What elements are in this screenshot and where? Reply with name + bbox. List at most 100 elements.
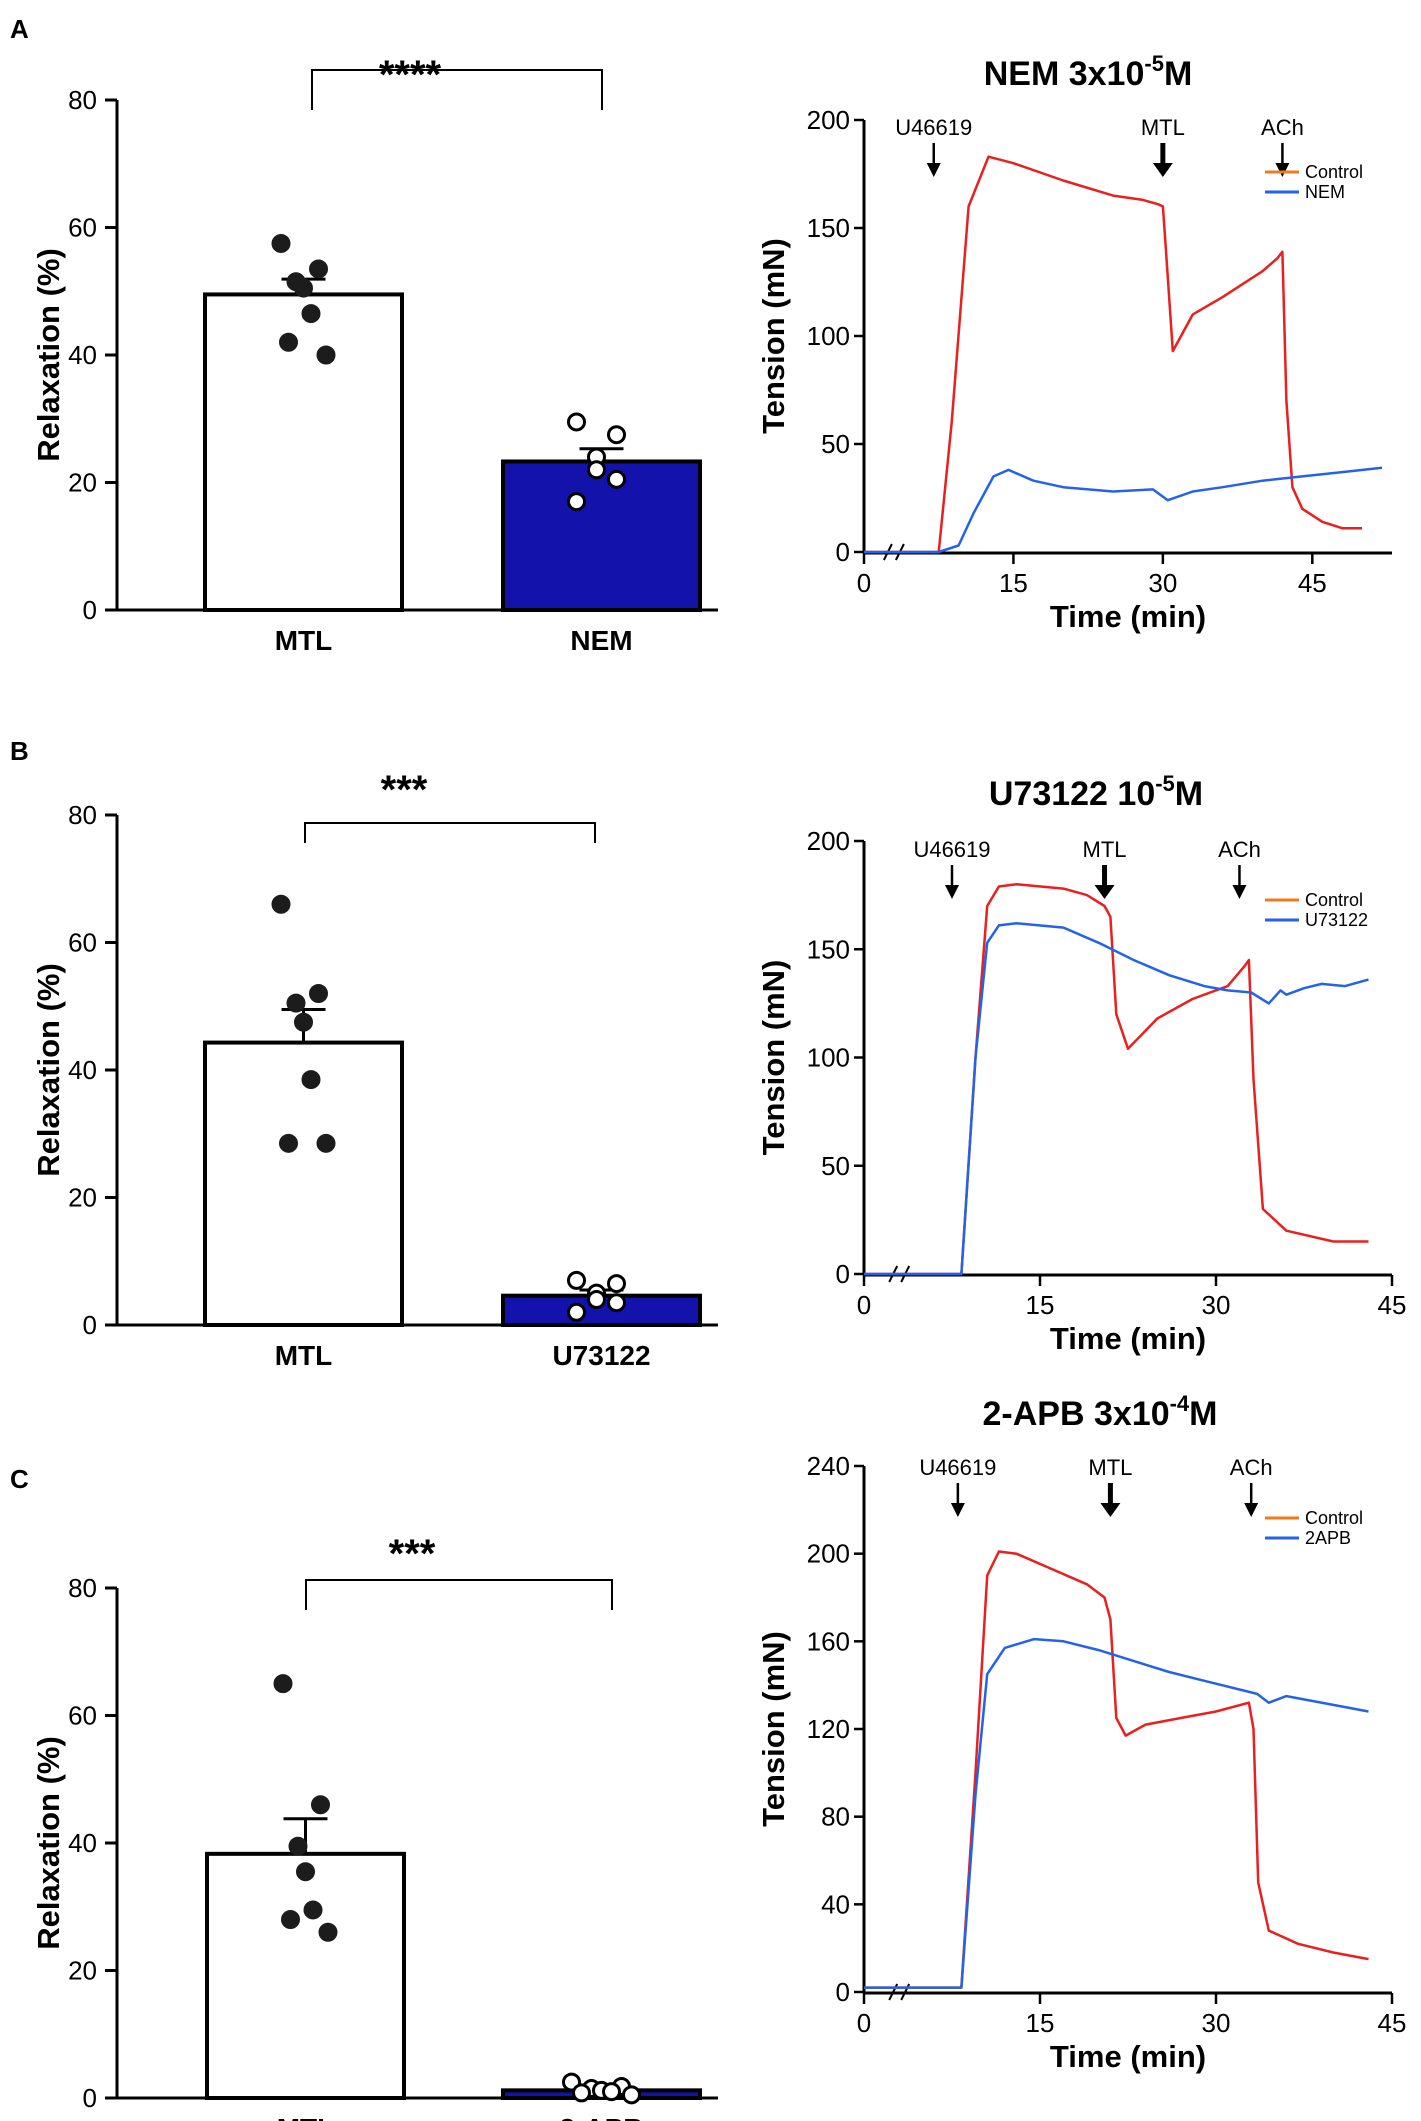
y-tick-label: 80 — [821, 1802, 850, 1832]
x-tick-label: NEM — [570, 625, 632, 656]
chart-title: U73122 10-5M — [989, 771, 1203, 813]
annotation-arrowhead — [926, 163, 941, 177]
annotation-arrowhead — [950, 1503, 965, 1517]
significance-stars: *** — [389, 1532, 436, 1576]
y-tick-label: 100 — [807, 1043, 850, 1073]
x-tick-label: 30 — [1202, 2008, 1231, 2038]
x-tick-label: 30 — [1202, 1290, 1231, 1320]
y-tick-label: 120 — [807, 1714, 850, 1744]
data-point — [294, 278, 313, 298]
data-point — [607, 1293, 626, 1313]
annotation-label: U46619 — [919, 1455, 996, 1480]
annotation-arrowhead — [1100, 1503, 1121, 1517]
legend-label: Control — [1305, 162, 1363, 182]
panel-letter-c: C — [10, 1464, 29, 1494]
x-tick-label: MTL — [275, 625, 333, 656]
x-tick-label: 15 — [999, 568, 1028, 598]
chart-title: NEM 3x10-5M — [984, 51, 1193, 93]
annotation-arrowhead — [1094, 885, 1115, 899]
data-point — [607, 425, 626, 445]
annotation-label: U46619 — [913, 837, 990, 862]
y-tick-label: 160 — [807, 1626, 850, 1656]
chart-title: 2-APB 3x10-4M — [983, 1391, 1218, 1433]
annotation-label: ACh — [1230, 1455, 1273, 1480]
y-tick-label: 0 — [83, 595, 97, 625]
y-tick-label: 200 — [807, 1539, 850, 1569]
x-tick-label: 2-APB — [559, 2113, 643, 2121]
bar-chart-c: 0 20 40 60 80 Relaxation (%) MTL 2-APB *** — [31, 1532, 718, 2121]
x-tick-label: 45 — [1378, 2008, 1407, 2038]
data-point — [273, 1674, 293, 1694]
x-tick-label: MTL — [275, 1340, 333, 1371]
significance-bracket — [305, 1579, 613, 1610]
data-point — [316, 1133, 336, 1153]
data-point — [587, 460, 606, 480]
title-unit: M — [1175, 775, 1203, 813]
y-tick-label: 80 — [68, 800, 97, 830]
y-axis-title: Relaxation (%) — [31, 963, 66, 1177]
x-axis-title: Time (min) — [1050, 2039, 1206, 2074]
data-point — [567, 492, 586, 512]
annotation-label: ACh — [1261, 115, 1304, 140]
y-tick-label: 40 — [68, 1828, 97, 1858]
data-point — [316, 345, 336, 365]
data-point — [567, 1270, 586, 1290]
y-tick-label: 40 — [821, 1889, 850, 1919]
y-tick-label: 50 — [821, 429, 850, 459]
y-tick-label: 80 — [68, 85, 97, 115]
data-point — [587, 1290, 606, 1309]
y-tick-label: 20 — [68, 1183, 97, 1213]
x-tick-label: MTL — [277, 2113, 335, 2121]
data-point — [318, 1922, 338, 1942]
data-point — [567, 1302, 586, 1322]
legend-label: 2APB — [1305, 1528, 1351, 1548]
y-tick-label: 40 — [68, 1055, 97, 1085]
bar-mtl — [203, 1040, 404, 1328]
y-tick-label: 50 — [821, 1151, 850, 1181]
y-tick-label: 240 — [807, 1451, 850, 1481]
y-axis-title: Relaxation (%) — [31, 1736, 66, 1950]
series-line-control — [864, 155, 1363, 554]
y-tick-label: 0 — [83, 2083, 97, 2113]
y-tick-label: 0 — [836, 537, 850, 567]
trace-chart-a: 0 50 100 150 200 0 15 30 45 Tension (mN) Time (min… — [756, 51, 1392, 634]
y-tick-label: 60 — [68, 1701, 97, 1731]
data-point — [286, 993, 306, 1013]
y-tick-label: 20 — [68, 1956, 97, 1986]
data-point — [301, 304, 321, 324]
significance-stars: *** — [381, 768, 428, 812]
x-tick-label: 45 — [1298, 568, 1327, 598]
y-tick-label: 0 — [83, 1310, 97, 1340]
title-base: NEM 3x10 — [984, 55, 1145, 93]
y-tick-label: 200 — [807, 826, 850, 856]
bar-mtl — [203, 292, 404, 612]
data-point — [309, 984, 328, 1003]
title-base: 2-APB 3x10 — [983, 1395, 1170, 1433]
x-tick-label: U73122 — [552, 1340, 650, 1371]
legend-label: Control — [1305, 1508, 1363, 1528]
significance-stars: **** — [379, 53, 442, 97]
data-point — [281, 1910, 300, 1929]
x-tick-label: 30 — [1148, 568, 1177, 598]
annotation-label: U46619 — [895, 115, 972, 140]
panel-letter-b: B — [10, 736, 29, 766]
title-exponent: -5 — [1144, 51, 1164, 76]
annotation-arrowhead — [945, 885, 959, 899]
trace-chart-b: 0 50 100 150 200 0 15 30 45 Tension (mN) Time (min… — [756, 771, 1406, 1356]
panel-letter-a: A — [10, 14, 29, 44]
annotation-label: MTL — [1141, 115, 1185, 140]
annotation-arrowhead — [1244, 1503, 1259, 1517]
series-line-u73122 — [864, 922, 1369, 1276]
y-tick-label: 150 — [807, 213, 850, 243]
data-point — [311, 1795, 330, 1815]
data-point — [602, 2082, 621, 2102]
annotation-arrowhead — [1232, 885, 1247, 899]
data-point — [607, 1274, 626, 1294]
trace-chart-c: 0 40 80 120 160 200 240 0 15 30 45 Tension (mN) Time… — [756, 1391, 1406, 2074]
title-base: U73122 10 — [989, 775, 1155, 813]
x-tick-label: 45 — [1378, 1290, 1407, 1320]
data-point — [303, 1900, 323, 1920]
y-tick-label: 0 — [836, 1259, 850, 1289]
series-line-control — [864, 883, 1369, 1276]
title-exponent: -5 — [1155, 771, 1175, 796]
